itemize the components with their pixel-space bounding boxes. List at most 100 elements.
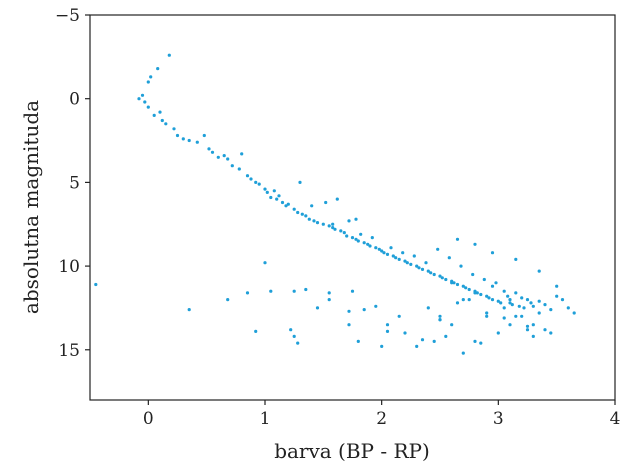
data-point	[156, 67, 160, 71]
data-point	[455, 237, 460, 241]
data-point	[380, 249, 384, 253]
data-point	[280, 200, 285, 205]
data-point	[473, 291, 477, 295]
data-point	[471, 272, 475, 277]
data-point	[490, 298, 495, 302]
data-point	[473, 339, 477, 343]
data-point	[315, 221, 320, 225]
data-point	[257, 182, 261, 186]
data-point	[249, 177, 253, 181]
data-point	[401, 251, 405, 255]
data-point	[296, 210, 300, 215]
data-point	[461, 298, 465, 302]
data-point	[362, 241, 366, 245]
data-point	[354, 237, 358, 241]
x-axis-label: barva (BP - RP)	[274, 439, 430, 463]
data-point	[146, 105, 150, 109]
data-point	[298, 180, 302, 184]
data-points	[94, 53, 576, 355]
data-point	[461, 351, 465, 355]
data-point	[202, 133, 206, 138]
data-point	[380, 344, 384, 348]
data-point	[164, 122, 168, 126]
data-point	[304, 287, 308, 292]
data-point	[405, 261, 409, 265]
data-point	[226, 157, 230, 161]
data-point	[444, 334, 448, 338]
data-point	[181, 137, 185, 141]
data-point	[426, 269, 430, 273]
data-point	[292, 289, 296, 293]
data-point	[245, 291, 250, 295]
data-point	[459, 264, 463, 268]
y-axis-ticks: −5 0 5 10 15	[55, 6, 90, 361]
data-point	[354, 217, 358, 221]
data-point	[403, 331, 407, 335]
data-point	[452, 281, 456, 285]
data-point	[254, 329, 258, 333]
data-point	[289, 328, 293, 332]
data-point	[187, 138, 191, 143]
data-point	[529, 301, 533, 305]
y-tick-label: −5	[55, 6, 80, 26]
data-point	[508, 301, 512, 305]
data-point	[347, 309, 351, 313]
x-tick-label: 1	[260, 409, 271, 429]
data-point	[275, 197, 279, 201]
data-point	[485, 311, 489, 315]
data-point	[265, 190, 269, 194]
y-tick-label: 5	[69, 173, 80, 193]
data-point	[331, 222, 335, 226]
data-point	[397, 257, 401, 261]
data-point	[508, 298, 512, 302]
data-point	[485, 314, 489, 318]
data-point	[424, 261, 428, 265]
data-point	[467, 287, 471, 292]
y-tick-label: 15	[58, 341, 80, 361]
data-point	[370, 236, 374, 240]
data-point	[210, 150, 215, 154]
data-point	[438, 274, 442, 278]
data-point	[455, 282, 460, 287]
data-point	[300, 212, 304, 216]
data-point	[412, 254, 416, 258]
data-point	[432, 339, 436, 343]
data-point	[531, 334, 535, 338]
data-point	[216, 155, 220, 159]
data-point	[514, 257, 518, 261]
data-point	[350, 236, 355, 240]
data-point	[342, 231, 346, 235]
data-point	[175, 133, 180, 138]
data-point	[143, 100, 147, 104]
data-point	[525, 328, 530, 332]
x-tick-label: 3	[493, 409, 504, 429]
data-point	[160, 118, 164, 123]
data-point	[94, 282, 98, 287]
data-point	[327, 298, 331, 302]
data-point	[222, 154, 226, 158]
data-point	[237, 167, 241, 171]
data-point	[149, 75, 153, 79]
data-point	[440, 276, 444, 280]
data-point	[467, 298, 471, 302]
data-point	[327, 291, 331, 295]
data-point	[450, 323, 454, 327]
data-point	[506, 294, 510, 298]
data-point	[137, 97, 141, 101]
data-point	[286, 202, 290, 206]
data-point	[292, 207, 296, 211]
data-point	[502, 289, 506, 293]
data-point	[296, 341, 300, 345]
y-tick-label: 0	[69, 90, 80, 110]
data-point	[543, 328, 547, 332]
data-point	[374, 304, 378, 308]
data-point	[429, 271, 433, 275]
data-point	[240, 152, 244, 156]
data-point	[226, 298, 230, 302]
data-point	[397, 314, 401, 318]
data-point	[356, 239, 360, 243]
data-point	[339, 229, 343, 233]
data-point	[377, 247, 381, 251]
data-point	[461, 284, 465, 288]
